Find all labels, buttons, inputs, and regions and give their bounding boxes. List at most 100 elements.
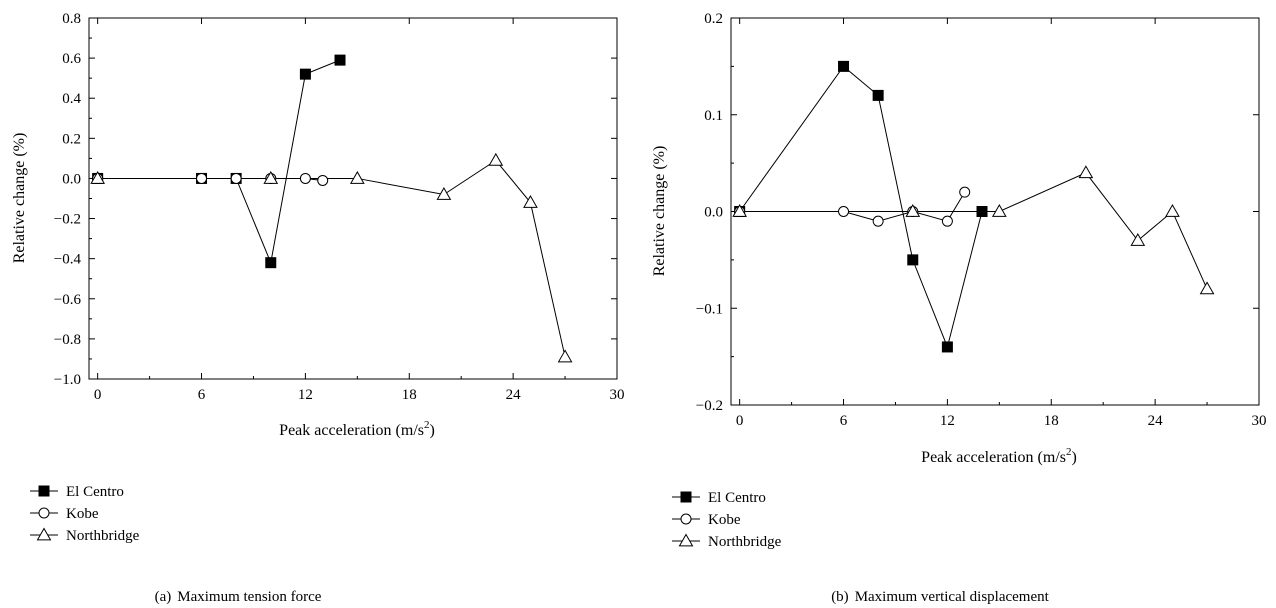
x-tick-label: 6 — [840, 413, 848, 429]
x-tick-label: 6 — [198, 387, 206, 403]
data-point-northbridge — [523, 195, 538, 208]
series-line-northbridge — [97, 159, 566, 358]
data-point-kobe — [230, 172, 242, 184]
y-tick-label: 0.1 — [704, 108, 723, 124]
data-point-northbridge — [1130, 233, 1146, 246]
y-tick-label: −0.4 — [54, 252, 82, 268]
y-tick-label: 0.0 — [62, 171, 81, 187]
panel-caption: (b) Maximum vertical displacement — [831, 589, 1049, 605]
x-tick-label: 12 — [940, 413, 955, 429]
x-axis-label-main: Peak acceleration (m/s — [921, 449, 1066, 466]
data-point-el-centro — [838, 60, 850, 72]
data-point-northbridge — [488, 152, 504, 166]
y-tick-label: 0.4 — [62, 91, 81, 107]
x-tick-label: 30 — [1252, 413, 1267, 429]
data-point-el-centro — [907, 254, 919, 266]
legend-label-northbridge: Northbridge — [708, 534, 782, 550]
legend-label-kobe: Kobe — [66, 506, 99, 522]
panel-b: 0 6 12 18 24 30 −0.2 −0.1 0.0 0.1 0.2 Relative cha… — [651, 11, 1267, 605]
data-point-kobe — [838, 206, 850, 217]
data-point-el-centro — [265, 257, 277, 269]
data-point-el-centro — [941, 341, 953, 353]
panel-caption-text: Maximum tension force — [177, 589, 321, 605]
legend-marker-kobe — [38, 507, 50, 519]
data-point-northbridge — [557, 349, 573, 363]
series-line-kobe — [739, 191, 966, 222]
plot-frame — [88, 17, 618, 380]
panel-caption-label: (a) — [155, 589, 172, 605]
x-axis-label-main: Peak acceleration (m/s — [279, 422, 424, 439]
y-tick-label: −0.2 — [54, 212, 81, 228]
panel-caption: (a) Maximum tension force — [155, 589, 322, 605]
series-lines — [739, 65, 1208, 349]
axis-ticks: 0 6 12 18 24 30 −1.0 −0.8 −0.6 −0.4 −0.2 0.0 0.2 0.4 0… — [54, 11, 625, 403]
data-point-el-centro — [299, 68, 311, 80]
panel-caption-text: Maximum vertical displacement — [855, 589, 1050, 605]
data-point-northbridge — [263, 170, 279, 184]
x-tick-label: 18 — [402, 387, 417, 403]
y-tick-label: 0.2 — [704, 11, 723, 27]
y-axis-label: Relative change (%) — [11, 133, 28, 264]
data-point-northbridge — [1199, 281, 1215, 295]
legend-label-northbridge: Northbridge — [66, 528, 140, 544]
data-point-northbridge — [1165, 203, 1180, 217]
panel-a: 0 6 12 18 24 30 −1.0 −0.8 −0.6 −0.4 −0.2 0.0 0.2 0.4 0… — [11, 11, 625, 605]
data-point-kobe — [941, 215, 953, 227]
x-tick-label: 12 — [298, 387, 313, 403]
data-point-kobe — [317, 174, 329, 186]
axis-ticks: 0 6 12 18 24 30 −0.2 −0.1 0.0 0.1 0.2 — [696, 11, 1267, 429]
data-point-kobe — [872, 215, 884, 227]
legend: El Centro Kobe Northbridge — [672, 490, 782, 550]
legend-label-el-centro: El Centro — [66, 484, 124, 500]
data-point-northbridge — [732, 203, 748, 217]
x-axis-label: Peak acceleration (m/s2) — [279, 419, 435, 439]
legend-marker-el-centro — [38, 485, 50, 497]
x-tick-label: 24 — [1148, 413, 1164, 429]
x-axis-label-end: ) — [430, 422, 435, 439]
panel-caption-label: (b) — [831, 589, 849, 605]
data-point-kobe — [196, 172, 208, 184]
series-lines — [97, 59, 566, 358]
y-tick-label: −0.1 — [696, 301, 723, 317]
y-tick-label: 0.2 — [62, 131, 81, 147]
y-tick-label: −1.0 — [54, 372, 81, 388]
y-tick-label: 0.0 — [704, 205, 723, 221]
data-point-northbridge — [1078, 165, 1094, 179]
data-point-northbridge — [436, 186, 452, 200]
series-markers — [90, 54, 573, 363]
legend-label-el-centro: El Centro — [708, 490, 766, 506]
data-point-el-centro — [872, 89, 884, 101]
data-point-kobe — [299, 172, 311, 184]
y-tick-label: −0.6 — [54, 292, 82, 308]
legend-marker-northbridge — [678, 533, 694, 547]
x-axis-label-sup: 2 — [424, 419, 430, 431]
data-point-kobe — [959, 186, 971, 198]
y-tick-label: −0.2 — [696, 398, 723, 414]
data-point-el-centro — [976, 206, 988, 217]
series-line-northbridge — [739, 172, 1208, 290]
series-line-el-centro — [97, 59, 341, 265]
y-tick-label: 0.6 — [62, 51, 81, 67]
data-point-northbridge — [349, 170, 365, 184]
legend-label-kobe: Kobe — [708, 512, 741, 528]
x-tick-label: 0 — [736, 413, 744, 429]
data-point-northbridge — [90, 170, 106, 184]
y-axis-label: Relative change (%) — [651, 146, 668, 277]
data-point-el-centro — [334, 54, 346, 66]
legend-marker-el-centro — [680, 491, 692, 503]
x-axis-label-sup: 2 — [1066, 446, 1072, 458]
x-tick-label: 0 — [94, 387, 102, 403]
series-line-el-centro — [739, 65, 983, 349]
legend: El Centro Kobe Northbridge — [30, 484, 140, 544]
x-tick-label: 24 — [506, 387, 522, 403]
x-tick-label: 30 — [610, 387, 625, 403]
legend-marker-kobe — [680, 513, 692, 525]
x-axis-label: Peak acceleration (m/s2) — [921, 446, 1077, 466]
y-tick-label: −0.8 — [54, 332, 81, 348]
x-tick-label: 18 — [1044, 413, 1059, 429]
series-markers — [732, 60, 1215, 353]
x-axis-label-end: ) — [1072, 449, 1077, 466]
y-tick-label: 0.8 — [62, 11, 81, 27]
legend-marker-northbridge — [36, 527, 52, 541]
